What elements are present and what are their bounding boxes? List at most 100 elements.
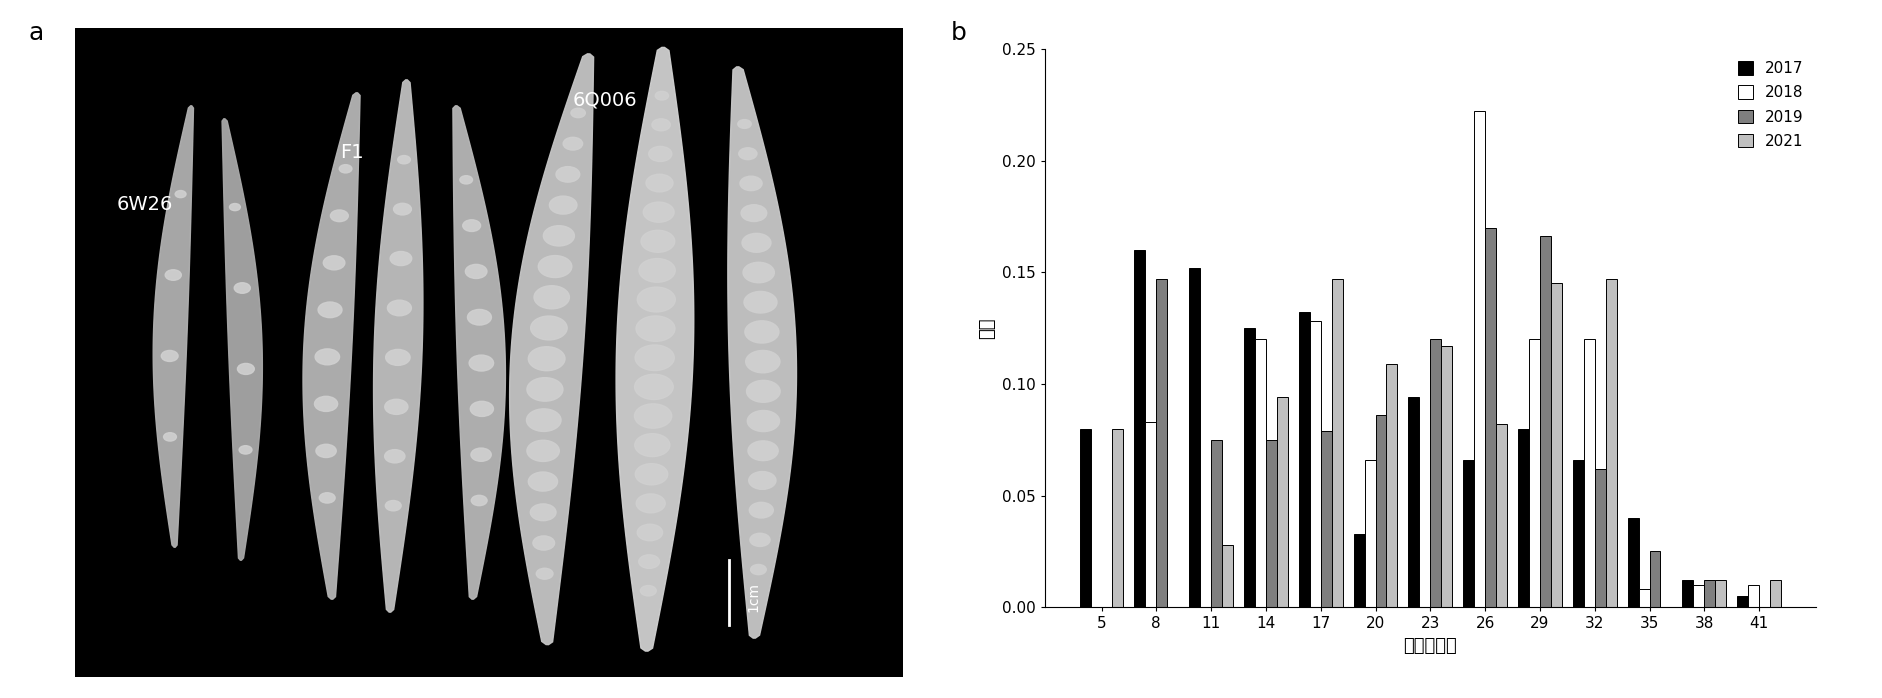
Polygon shape [222,119,262,560]
Bar [1364,460,1376,607]
Ellipse shape [470,496,487,505]
Ellipse shape [538,255,572,278]
Ellipse shape [470,448,491,461]
Ellipse shape [390,251,412,266]
Polygon shape [373,80,423,612]
Bar [1585,339,1594,607]
Ellipse shape [314,349,339,365]
Ellipse shape [316,444,337,457]
Bar [1519,429,1528,607]
Ellipse shape [527,440,559,461]
Ellipse shape [740,176,762,191]
Bar [1321,431,1332,607]
Ellipse shape [164,433,177,441]
Ellipse shape [397,156,410,164]
Bar [1221,544,1233,607]
Ellipse shape [636,316,676,341]
Ellipse shape [384,450,405,463]
Bar [1430,339,1442,607]
Bar [1485,228,1496,607]
Bar [1528,339,1539,607]
Ellipse shape [743,262,774,283]
Text: F1: F1 [341,143,363,162]
Bar [1442,346,1453,607]
Ellipse shape [644,202,674,222]
Ellipse shape [463,220,480,232]
Bar [1594,469,1605,607]
Bar [1474,112,1485,607]
Bar [1189,268,1201,607]
Ellipse shape [646,174,674,192]
Ellipse shape [527,378,563,401]
Bar [1539,237,1551,607]
Polygon shape [152,106,194,547]
X-axis label: 每角果粒数: 每角果粒数 [1404,637,1457,655]
Ellipse shape [230,204,241,211]
Ellipse shape [393,203,412,215]
Ellipse shape [742,233,772,252]
Ellipse shape [745,350,779,373]
Bar [1255,339,1267,607]
Bar [1299,313,1310,607]
Ellipse shape [384,399,408,415]
Polygon shape [510,54,593,645]
Bar [1112,429,1124,607]
Bar [1080,429,1090,607]
Ellipse shape [749,533,770,547]
Ellipse shape [747,441,777,461]
Ellipse shape [638,555,659,568]
Bar [1462,460,1474,607]
Bar [1146,422,1156,607]
Ellipse shape [555,167,580,182]
Ellipse shape [534,285,570,309]
Text: a: a [28,21,43,45]
Ellipse shape [740,148,757,160]
Ellipse shape [544,225,574,246]
Ellipse shape [239,445,252,454]
Bar [1353,533,1364,607]
Polygon shape [615,47,694,651]
Ellipse shape [237,364,254,374]
Text: 6Q006: 6Q006 [572,91,636,110]
Ellipse shape [459,176,472,184]
Ellipse shape [550,196,578,214]
Bar [1605,279,1617,607]
Ellipse shape [747,410,779,431]
Ellipse shape [640,258,676,282]
Ellipse shape [636,494,664,513]
Bar [1408,397,1419,607]
Ellipse shape [531,504,555,521]
Text: 1cm: 1cm [745,582,760,612]
Bar [1496,424,1507,607]
Ellipse shape [749,503,774,518]
Ellipse shape [743,292,777,313]
Bar [1748,585,1760,607]
Bar [1771,581,1780,607]
Bar [1387,364,1398,607]
Ellipse shape [651,119,670,131]
Ellipse shape [747,380,781,402]
Ellipse shape [467,309,491,325]
Bar [1332,279,1342,607]
Ellipse shape [636,463,668,485]
Ellipse shape [166,269,181,281]
Ellipse shape [642,230,676,252]
Ellipse shape [533,536,555,550]
Ellipse shape [386,500,401,511]
Ellipse shape [331,210,348,222]
Bar [1705,581,1715,607]
Ellipse shape [470,401,493,417]
Y-axis label: 频率: 频率 [979,318,996,339]
Ellipse shape [388,300,412,315]
Ellipse shape [531,316,566,340]
Ellipse shape [324,255,344,270]
Bar [1267,440,1276,607]
Ellipse shape [318,302,343,318]
Ellipse shape [649,147,672,161]
Ellipse shape [536,568,553,579]
Bar [1135,250,1146,607]
Bar [1244,328,1255,607]
Ellipse shape [634,433,670,456]
Bar [1694,585,1705,607]
Bar [1683,581,1694,607]
